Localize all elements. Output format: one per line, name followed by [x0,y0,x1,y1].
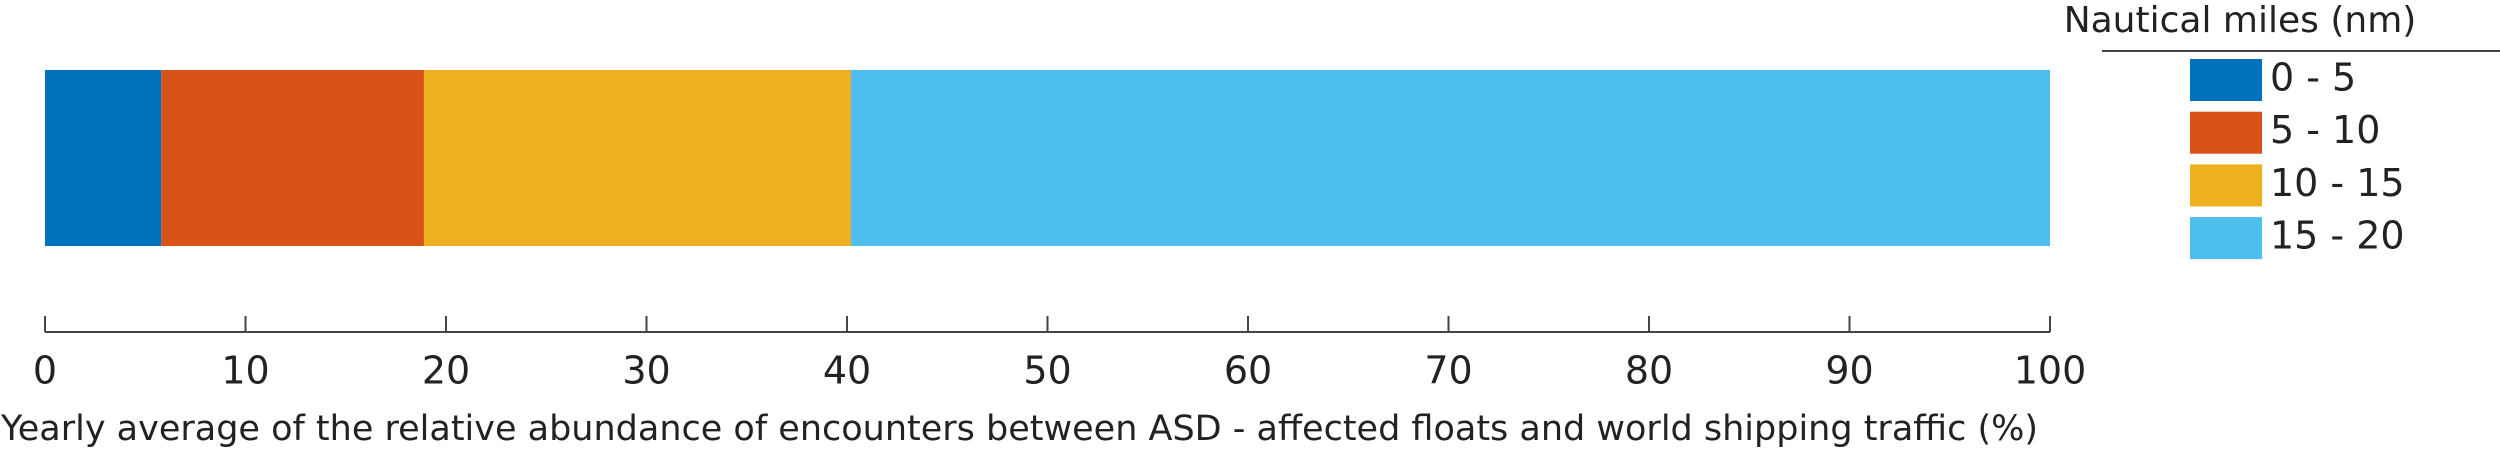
x-tick-label: 90 [1825,349,1873,393]
bar-segment [161,70,424,246]
legend-label: 0 - 5 [2270,56,2356,100]
legend-label: 10 - 15 [2270,161,2405,205]
x-tick-label: 20 [422,349,470,393]
legend-title: Nautical miles (nm) [2064,0,2417,41]
x-tick-label: 70 [1424,349,1472,393]
x-tick-label: 60 [1224,349,1272,393]
x-tick-label: 80 [1625,349,1673,393]
legend-swatch [2190,59,2262,101]
x-tick-label: 30 [622,349,670,393]
x-tick-label: 100 [2014,349,2087,393]
bar-segment [45,70,162,246]
bar-segment [851,70,2050,246]
legend-swatch [2190,217,2262,260]
legend-swatch [2190,111,2262,154]
legend-label: 15 - 20 [2270,214,2405,258]
legend-swatch [2190,164,2262,207]
x-tick-label: 10 [221,349,269,393]
x-tick-label: 40 [823,349,871,393]
bar-segment [423,70,852,246]
x-axis-label: Yearly average of the relative abundance… [0,409,2038,449]
legend-label: 5 - 10 [2270,108,2380,152]
x-tick-label: 0 [33,349,57,393]
x-tick-label: 50 [1023,349,1071,393]
